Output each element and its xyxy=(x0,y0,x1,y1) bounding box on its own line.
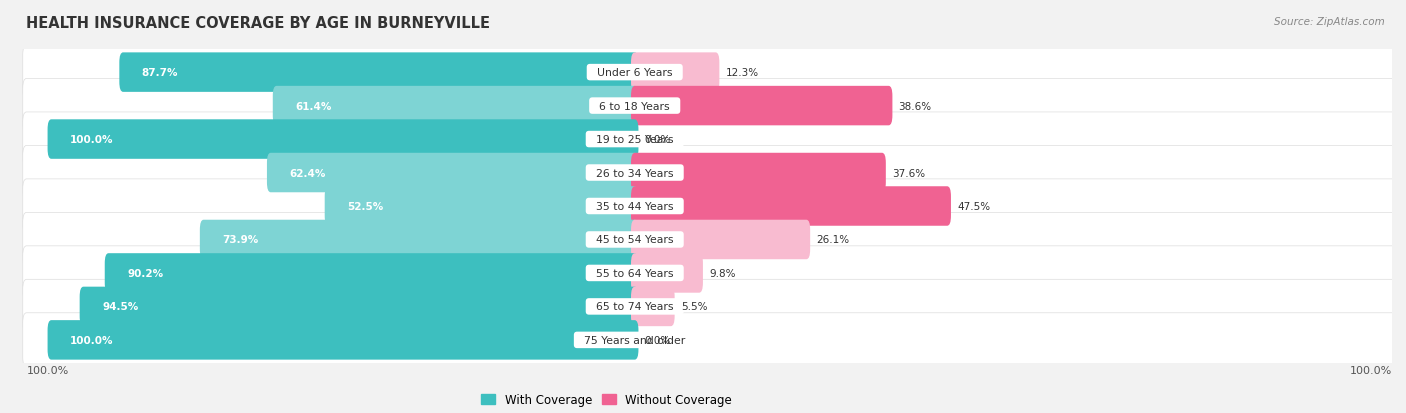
FancyBboxPatch shape xyxy=(631,220,810,260)
FancyBboxPatch shape xyxy=(325,187,638,226)
FancyBboxPatch shape xyxy=(48,320,638,360)
Text: 45 to 54 Years: 45 to 54 Years xyxy=(589,235,681,245)
FancyBboxPatch shape xyxy=(631,87,893,126)
Text: 73.9%: 73.9% xyxy=(222,235,259,245)
Text: 9.8%: 9.8% xyxy=(709,268,735,278)
FancyBboxPatch shape xyxy=(22,280,1406,334)
Text: 100.0%: 100.0% xyxy=(70,135,114,145)
Text: 90.2%: 90.2% xyxy=(127,268,163,278)
Text: 94.5%: 94.5% xyxy=(103,301,138,312)
Text: 0.0%: 0.0% xyxy=(645,335,671,345)
FancyBboxPatch shape xyxy=(22,180,1406,233)
Text: 100.0%: 100.0% xyxy=(70,335,114,345)
Text: 0.0%: 0.0% xyxy=(645,135,671,145)
Text: 47.5%: 47.5% xyxy=(957,202,990,211)
Text: 5.5%: 5.5% xyxy=(681,301,707,312)
Text: 65 to 74 Years: 65 to 74 Years xyxy=(589,301,681,312)
FancyBboxPatch shape xyxy=(631,254,703,293)
Text: 38.6%: 38.6% xyxy=(898,101,932,112)
FancyBboxPatch shape xyxy=(22,79,1406,133)
FancyBboxPatch shape xyxy=(273,87,638,126)
Text: 62.4%: 62.4% xyxy=(290,168,326,178)
FancyBboxPatch shape xyxy=(631,53,720,93)
Text: 35 to 44 Years: 35 to 44 Years xyxy=(589,202,681,211)
FancyBboxPatch shape xyxy=(22,113,1406,167)
Text: 100.0%: 100.0% xyxy=(27,365,69,375)
FancyBboxPatch shape xyxy=(200,220,638,260)
Text: 87.7%: 87.7% xyxy=(142,68,179,78)
FancyBboxPatch shape xyxy=(22,313,1406,367)
Text: 61.4%: 61.4% xyxy=(295,101,332,112)
FancyBboxPatch shape xyxy=(267,153,638,193)
Legend: With Coverage, Without Coverage: With Coverage, Without Coverage xyxy=(477,389,737,411)
FancyBboxPatch shape xyxy=(22,46,1406,100)
Text: 12.3%: 12.3% xyxy=(725,68,759,78)
Text: 37.6%: 37.6% xyxy=(891,168,925,178)
FancyBboxPatch shape xyxy=(22,213,1406,267)
FancyBboxPatch shape xyxy=(120,53,638,93)
Text: 100.0%: 100.0% xyxy=(1350,365,1392,375)
Text: 52.5%: 52.5% xyxy=(347,202,384,211)
Text: Under 6 Years: Under 6 Years xyxy=(591,68,679,78)
Text: HEALTH INSURANCE COVERAGE BY AGE IN BURNEYVILLE: HEALTH INSURANCE COVERAGE BY AGE IN BURN… xyxy=(27,16,491,31)
Text: 55 to 64 Years: 55 to 64 Years xyxy=(589,268,681,278)
FancyBboxPatch shape xyxy=(22,146,1406,200)
FancyBboxPatch shape xyxy=(80,287,638,326)
FancyBboxPatch shape xyxy=(631,187,950,226)
FancyBboxPatch shape xyxy=(48,120,638,159)
Text: 6 to 18 Years: 6 to 18 Years xyxy=(592,101,678,112)
FancyBboxPatch shape xyxy=(631,287,675,326)
Text: 26.1%: 26.1% xyxy=(817,235,849,245)
FancyBboxPatch shape xyxy=(22,246,1406,300)
FancyBboxPatch shape xyxy=(105,254,638,293)
Text: 26 to 34 Years: 26 to 34 Years xyxy=(589,168,681,178)
FancyBboxPatch shape xyxy=(631,153,886,193)
Text: 75 Years and older: 75 Years and older xyxy=(576,335,692,345)
Text: 19 to 25 Years: 19 to 25 Years xyxy=(589,135,681,145)
Text: Source: ZipAtlas.com: Source: ZipAtlas.com xyxy=(1274,17,1385,26)
